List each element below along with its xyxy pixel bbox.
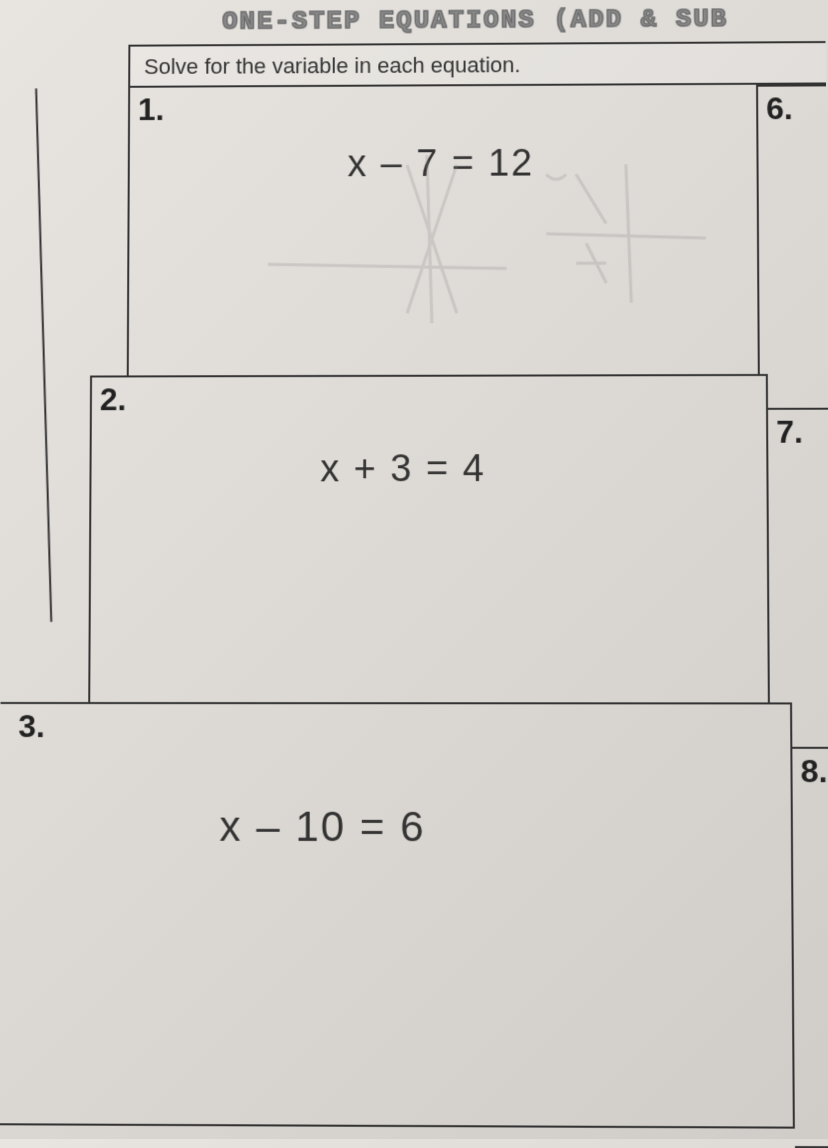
cell-number: 1. [138, 92, 165, 128]
cell-number: 2. [100, 381, 127, 418]
cell-number: 3. [18, 708, 45, 745]
cell-2: 2. x + 3 = 4 [88, 374, 770, 702]
cell-6: 6. [758, 84, 828, 407]
page-title: ONE-STEP EQUATIONS (ADD & SUB [222, 4, 825, 42]
cell-1: 1. x – 7 = 12 [127, 85, 760, 376]
cell-8: 8. [792, 747, 828, 1148]
problem-grid: 1. x – 7 = 12 6. 2. x + 3 = 4 7. 3. x [0, 84, 828, 1146]
cell-number: 7. [776, 414, 803, 451]
equation-2: x + 3 = 4 [320, 448, 486, 491]
cell-3: 3. x – 10 = 6 [0, 702, 795, 1129]
cell-7: 7. [768, 408, 828, 747]
worksheet-page: ONE-STEP EQUATIONS (ADD & SUB Solve for … [0, 4, 828, 1147]
equation-3: x – 10 = 6 [219, 803, 425, 852]
pencil-work-1 [228, 144, 727, 363]
cell-number: 8. [800, 753, 827, 790]
instruction-text: Solve for the variable in each equation. [128, 41, 826, 88]
cell-number: 6. [766, 90, 793, 127]
